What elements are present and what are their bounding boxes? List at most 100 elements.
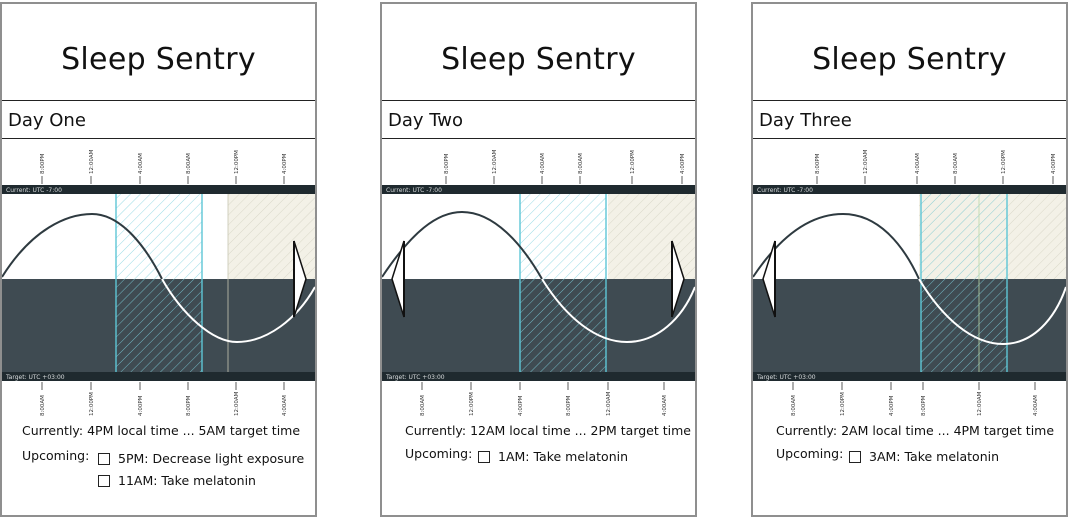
sleep-chart-svg: 8:00PM 12:00AM 4:00AM 8:00AM 12:00PM 4:0…	[2, 149, 315, 390]
target-timezone-band	[753, 372, 1066, 381]
top-tick: 12:00AM	[89, 149, 95, 174]
task-label: 1AM: Take melatonin	[498, 449, 629, 464]
current-time-status: Currently: 4PM local time ... 5AM target…	[22, 423, 301, 438]
circadian-curve-night	[541, 278, 695, 344]
top-tick: 8:00AM	[578, 153, 584, 174]
top-tick: 12:00PM	[234, 150, 240, 174]
bottom-tick: 8:00PM	[566, 395, 572, 416]
bottom-tick: 12:00AM	[234, 391, 240, 416]
screen-day-one: Sleep Sentry Day One 8:00PM	[0, 2, 317, 517]
bottom-time-ticks	[421, 382, 665, 390]
day-divider	[382, 138, 695, 139]
bottom-tick: 8:00AM	[40, 395, 46, 416]
top-tick: 4:00PM	[282, 153, 288, 174]
sleep-window	[116, 194, 202, 372]
header-divider	[753, 100, 1066, 101]
circadian-curve-day	[753, 212, 920, 280]
task-item[interactable]: 1AM: Take melatonin	[478, 449, 628, 464]
bottom-tick: 8:00PM	[921, 395, 927, 416]
day-label: Day One	[8, 110, 86, 131]
bottom-tick-labels: 8:00AM 12:00PM 4:00PM 8:00PM 12:00AM 4:0…	[382, 390, 695, 420]
top-tick: 4:00PM	[680, 153, 686, 174]
bottom-time-ticks	[41, 382, 285, 390]
prev-day-arrow-icon[interactable]	[391, 240, 405, 318]
bottom-tick: 4:00AM	[1033, 395, 1039, 416]
bottom-tick-labels: 8:00AM 12:00PM 4:00PM 8:00PM 12:00AM 4:0…	[753, 390, 1066, 420]
bottom-time-ticks	[792, 382, 1036, 390]
day-divider	[753, 138, 1066, 139]
header-divider	[2, 100, 315, 101]
next-day-arrow-icon[interactable]	[671, 240, 685, 318]
target-timezone-band	[2, 372, 315, 381]
target-timezone-label: Target: UTC +03:00	[756, 374, 816, 381]
bottom-tick: 4:00PM	[889, 395, 895, 416]
night-region	[753, 279, 1066, 372]
app-title: Sleep Sentry	[441, 42, 636, 77]
circadian-curve-night	[918, 278, 1066, 346]
top-tick: 12:00AM	[863, 149, 869, 174]
bottom-tick: 4:00PM	[138, 395, 144, 416]
checkbox-icon[interactable]	[98, 452, 110, 465]
current-timezone-band	[382, 185, 695, 194]
current-timezone-label: Current: UTC -7:00	[386, 187, 442, 194]
task-label: 3AM: Take melatonin	[869, 449, 1000, 464]
task-label: 5PM: Decrease light exposure	[118, 451, 305, 466]
sleep-chart: 8:00PM 12:00AM 4:00AM 8:00AM 12:00PM 4:0…	[2, 144, 315, 396]
day-label: Day Three	[759, 110, 852, 131]
top-tick: 12:00PM	[1001, 150, 1007, 174]
circadian-curve-day	[2, 212, 163, 280]
bottom-tick: 8:00AM	[791, 395, 797, 416]
day-divider	[2, 138, 315, 139]
checkbox-icon[interactable]	[98, 474, 110, 487]
bottom-tick: 4:00AM	[282, 395, 288, 416]
task-item[interactable]: 11AM: Take melatonin	[98, 473, 256, 488]
top-tick: 8:00PM	[444, 153, 450, 174]
top-tick: 4:00AM	[915, 153, 921, 174]
checkbox-icon[interactable]	[478, 450, 490, 463]
top-tick: 4:00PM	[1051, 153, 1057, 174]
checkbox-icon[interactable]	[849, 450, 861, 463]
screen-day-three: Sleep Sentry Day Three 8:00PM 12:00	[751, 2, 1068, 517]
sleep-chart: 8:00PM 12:00AM 4:00AM 8:00AM 12:00PM 4:0…	[382, 144, 695, 396]
screen-day-two: Sleep Sentry Day Two 8:00PM 12:00AM	[380, 2, 697, 517]
daylight-hatch	[608, 194, 695, 279]
top-tick: 4:00AM	[540, 153, 546, 174]
top-tick: 12:00PM	[630, 150, 636, 174]
task-item[interactable]: 5PM: Decrease light exposure	[98, 451, 304, 466]
header-divider	[382, 100, 695, 101]
prev-day-arrow-icon[interactable]	[762, 240, 776, 318]
task-label: 11AM: Take melatonin	[118, 473, 256, 488]
target-timezone-label: Target: UTC +03:00	[5, 374, 65, 381]
bottom-tick: 12:00PM	[469, 392, 475, 416]
top-tick: 8:00AM	[186, 153, 192, 174]
top-time-ticks: 8:00PM 12:00AM 4:00AM 8:00AM 12:00PM 4:0…	[40, 149, 288, 184]
bottom-tick: 8:00PM	[186, 395, 192, 416]
current-timezone-label: Current: UTC -7:00	[757, 187, 813, 194]
upcoming-label: Upcoming:	[22, 448, 90, 463]
bottom-tick: 4:00PM	[518, 395, 524, 416]
bottom-tick: 4:00AM	[662, 395, 668, 416]
sleep-chart: 8:00PM 12:00AM 4:00AM 8:00AM 12:00PM 4:0…	[753, 144, 1066, 396]
top-time-ticks: 8:00PM 12:00AM 4:00AM 8:00AM 12:00PM 4:0…	[815, 149, 1057, 184]
top-tick: 8:00PM	[815, 153, 821, 174]
current-timezone-label: Current: UTC -7:00	[6, 187, 62, 194]
next-day-arrow-icon[interactable]	[293, 240, 307, 318]
upcoming-label: Upcoming:	[776, 446, 844, 461]
top-tick: 8:00AM	[953, 153, 959, 174]
current-time-status: Currently: 2AM local time ... 4PM target…	[776, 423, 1055, 438]
top-time-ticks: 8:00PM 12:00AM 4:00AM 8:00AM 12:00PM 4:0…	[444, 149, 686, 184]
day-label: Day Two	[388, 110, 464, 131]
sleep-chart-svg: 8:00PM 12:00AM 4:00AM 8:00AM 12:00PM 4:0…	[753, 149, 1066, 390]
bottom-tick-labels: 8:00AM 12:00PM 4:00PM 8:00PM 12:00AM 4:0…	[2, 390, 315, 420]
current-timezone-band	[2, 185, 315, 194]
bottom-tick: 12:00PM	[89, 392, 95, 416]
sleep-window	[921, 194, 1007, 372]
target-timezone-band	[382, 372, 695, 381]
bottom-tick: 12:00AM	[977, 391, 983, 416]
target-timezone-label: Target: UTC +03:00	[385, 374, 445, 381]
task-item[interactable]: 3AM: Take melatonin	[849, 449, 999, 464]
sleep-window	[520, 194, 606, 372]
top-tick: 4:00AM	[138, 153, 144, 174]
bottom-tick: 12:00PM	[840, 392, 846, 416]
bottom-tick: 8:00AM	[420, 395, 426, 416]
